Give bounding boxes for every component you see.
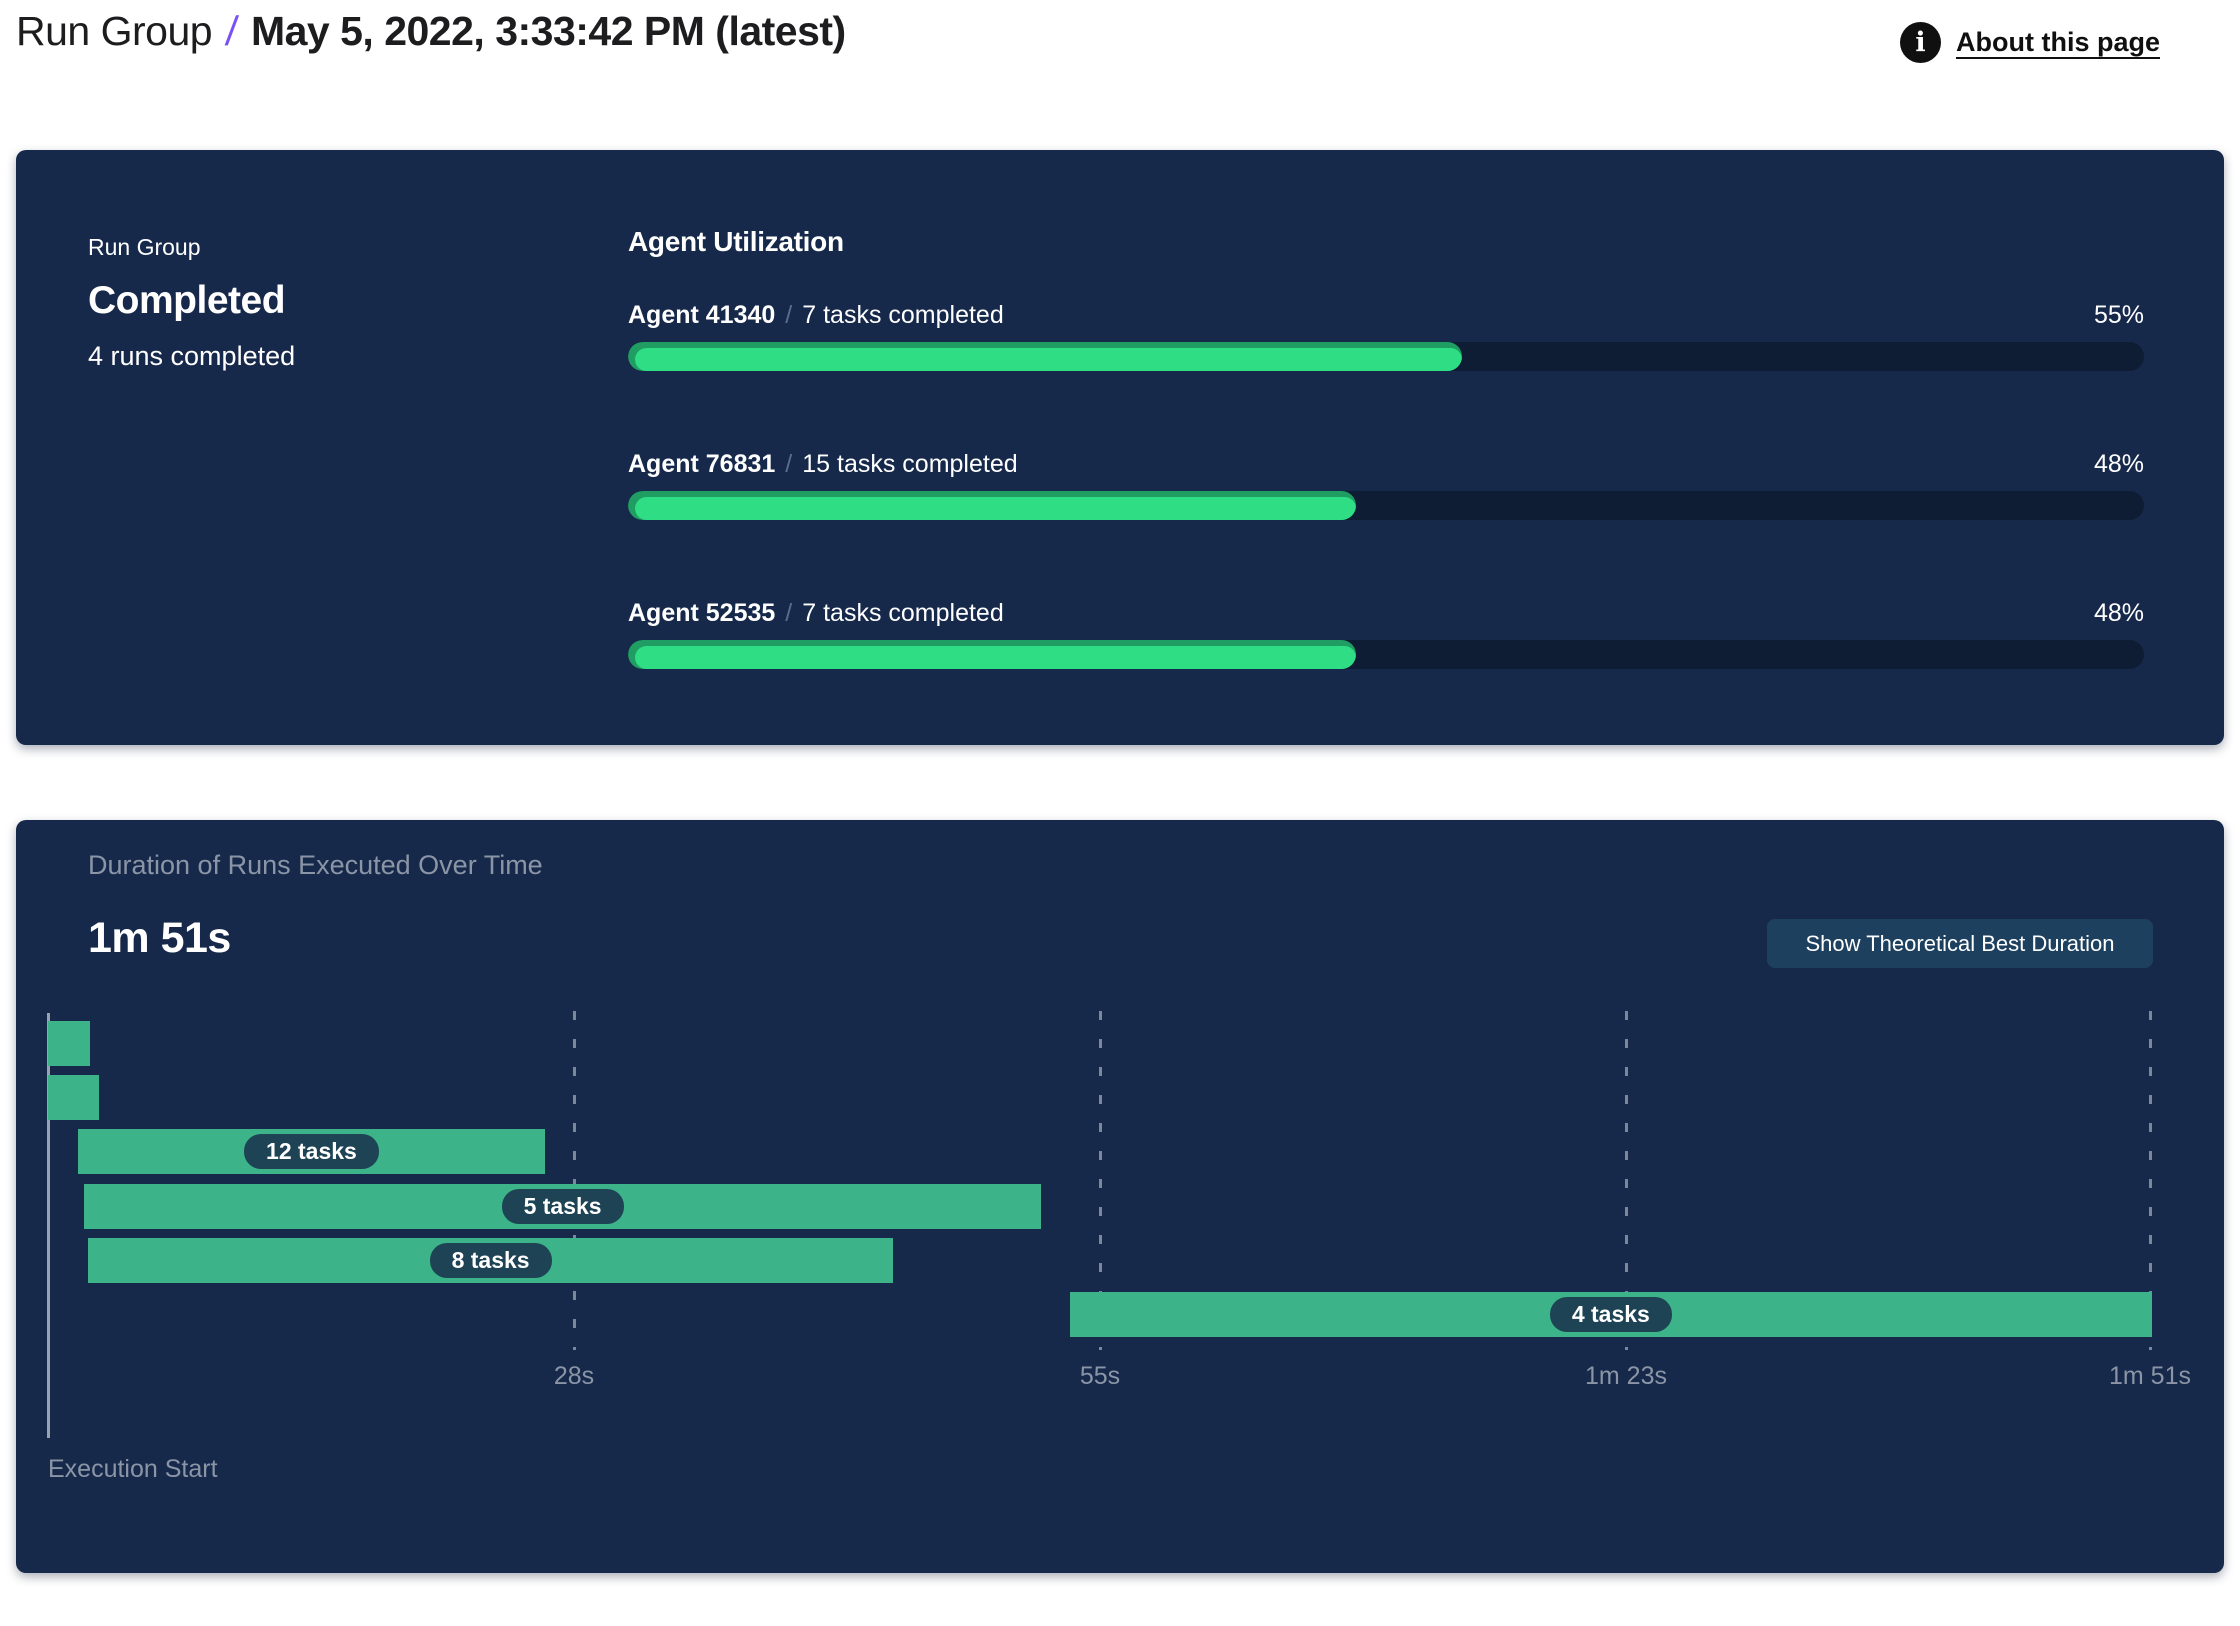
agent-utilization-fill [628, 342, 1462, 371]
page-header: Run Group / May 5, 2022, 3:33:42 PM (lat… [16, 8, 2160, 78]
agent-utilization-percent: 48% [2093, 450, 2144, 478]
run-duration-bar[interactable] [48, 1075, 100, 1121]
agent-separator: / [785, 450, 793, 478]
about-link-label[interactable]: About this page [1956, 27, 2160, 57]
agent-utilization-title: Agent Utilization [628, 226, 844, 257]
agent-utilization-track [628, 640, 2144, 669]
info-icon[interactable]: i [1900, 22, 1941, 63]
run-group-summary: Run Group Completed 4 runs completed [88, 234, 295, 372]
run-task-count-pill: 8 tasks [429, 1242, 552, 1278]
run-duration-bar[interactable] [48, 1021, 90, 1066]
page-title: May 5, 2022, 3:33:42 PM (latest) [250, 8, 846, 54]
axis-tick-label: 1m 23s [1585, 1362, 1667, 1390]
summary-label: Run Group [88, 234, 201, 260]
agent-name: Agent 76831 [628, 450, 776, 478]
agent-separator: / [785, 301, 793, 329]
duration-card: Duration of Runs Executed Over Time 1m 5… [16, 820, 2224, 1573]
run-group-status-card: Run Group Completed 4 runs completed Age… [16, 150, 2224, 745]
execution-start-axis-line [47, 1013, 50, 1438]
agent-label-line: Agent 76831 / 15 tasks completed 48% [628, 450, 2144, 479]
about-this-page-link[interactable]: i About this page [1900, 22, 2160, 63]
run-task-count-pill: 12 tasks [244, 1134, 379, 1170]
status-badge: Completed [88, 279, 286, 322]
agent-utilization-section: Agent Utilization Agent 41340 / 7 tasks … [628, 226, 2144, 748]
agent-label-line: Agent 41340 / 7 tasks completed 55% [628, 301, 2144, 330]
runs-completed-text: 4 runs completed [88, 341, 296, 371]
axis-tick-label: 1m 51s [2109, 1362, 2191, 1390]
run-task-count-pill: 5 tasks [501, 1188, 624, 1224]
show-theoretical-best-duration-button[interactable]: Show Theoretical Best Duration [1767, 919, 2153, 968]
axis-gridline [1625, 1011, 1628, 1350]
run-duration-bar[interactable]: 4 tasks [1069, 1292, 2152, 1337]
agent-utilization-track [628, 342, 2144, 371]
agent-utilization-rows: Agent 41340 / 7 tasks completed 55% Agen… [628, 301, 2144, 669]
agent-utilization-percent: 55% [2093, 301, 2144, 329]
agent-utilization-fill [628, 640, 1356, 669]
run-duration-bar[interactable]: 12 tasks [78, 1129, 545, 1175]
agent-utilization-percent: 48% [2093, 599, 2144, 627]
breadcrumb-root: Run Group [16, 8, 213, 54]
agent-tasks-completed: 15 tasks completed [802, 450, 1018, 478]
axis-gridline [2149, 1011, 2152, 1350]
agent-tasks-completed: 7 tasks completed [802, 599, 1004, 627]
run-duration-bar[interactable]: 8 tasks [87, 1237, 894, 1283]
agent-row: Agent 52535 / 7 tasks completed 48% [628, 599, 2144, 669]
axis-gridline [573, 1011, 576, 1350]
agent-name: Agent 52535 [628, 599, 776, 627]
duration-chart-title: Duration of Runs Executed Over Time [88, 850, 543, 880]
agent-separator: / [785, 599, 793, 627]
execution-start-label: Execution Start [48, 1455, 218, 1483]
run-task-count-pill: 4 tasks [1549, 1297, 1672, 1332]
axis-tick-label: 55s [1079, 1362, 1121, 1390]
agent-utilization-fill [628, 491, 1356, 520]
axis-gridline [1099, 1011, 1102, 1350]
agent-tasks-completed: 7 tasks completed [802, 301, 1004, 329]
agent-label-line: Agent 52535 / 7 tasks completed 48% [628, 599, 2144, 628]
breadcrumb-separator: / [223, 8, 240, 54]
agent-row: Agent 76831 / 15 tasks completed 48% [628, 450, 2144, 520]
agent-row: Agent 41340 / 7 tasks completed 55% [628, 301, 2144, 371]
duration-gantt-chart: 28s 55s 1m 23s 1m 51s 12 tasks 5 tasks 8 tasks… [47, 1011, 2191, 1438]
axis-tick-label: 28s [553, 1362, 595, 1390]
agent-utilization-track [628, 491, 2144, 520]
total-duration-value: 1m 51s [88, 914, 231, 962]
agent-name: Agent 41340 [628, 301, 776, 329]
breadcrumb: Run Group / May 5, 2022, 3:33:42 PM (lat… [16, 8, 2160, 55]
run-duration-bar[interactable]: 5 tasks [84, 1183, 1042, 1229]
